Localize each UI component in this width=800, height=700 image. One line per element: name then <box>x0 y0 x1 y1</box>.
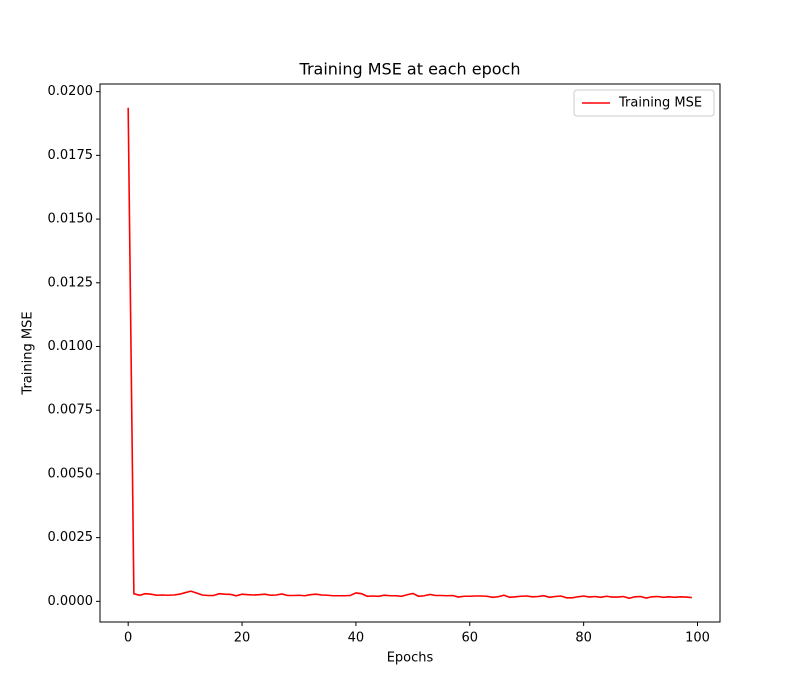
y-tick-label: 0.0025 <box>48 530 94 545</box>
y-tick-label: 0.0150 <box>48 212 94 227</box>
line-series <box>127 107 692 600</box>
plot-frame <box>99 83 721 623</box>
x-tick-label: 60 <box>462 631 479 646</box>
chart-title: Training MSE at each epoch <box>299 60 521 79</box>
y-tick-label: 0.0200 <box>48 84 94 99</box>
x-tick-label: 100 <box>685 631 710 646</box>
y-tick-label: 0.0125 <box>48 275 94 290</box>
x-tick-label: 0 <box>124 631 132 646</box>
legend-label: Training MSE <box>618 96 702 111</box>
legend-box <box>573 89 715 117</box>
y-tick-label: 0.0050 <box>48 466 94 481</box>
y-tick-label: 0.0075 <box>48 403 94 418</box>
y-tick-label: 0.0100 <box>48 339 94 354</box>
x-tick-label: 40 <box>348 631 365 646</box>
y-tick-label: 0.0000 <box>48 594 94 609</box>
y-tick-label: 0.0175 <box>48 148 94 163</box>
x-tick-label: 20 <box>234 631 251 646</box>
x-tick-label: 80 <box>575 631 592 646</box>
y-axis-label: Training MSE <box>21 311 36 395</box>
x-axis-label: Epochs <box>387 651 434 666</box>
